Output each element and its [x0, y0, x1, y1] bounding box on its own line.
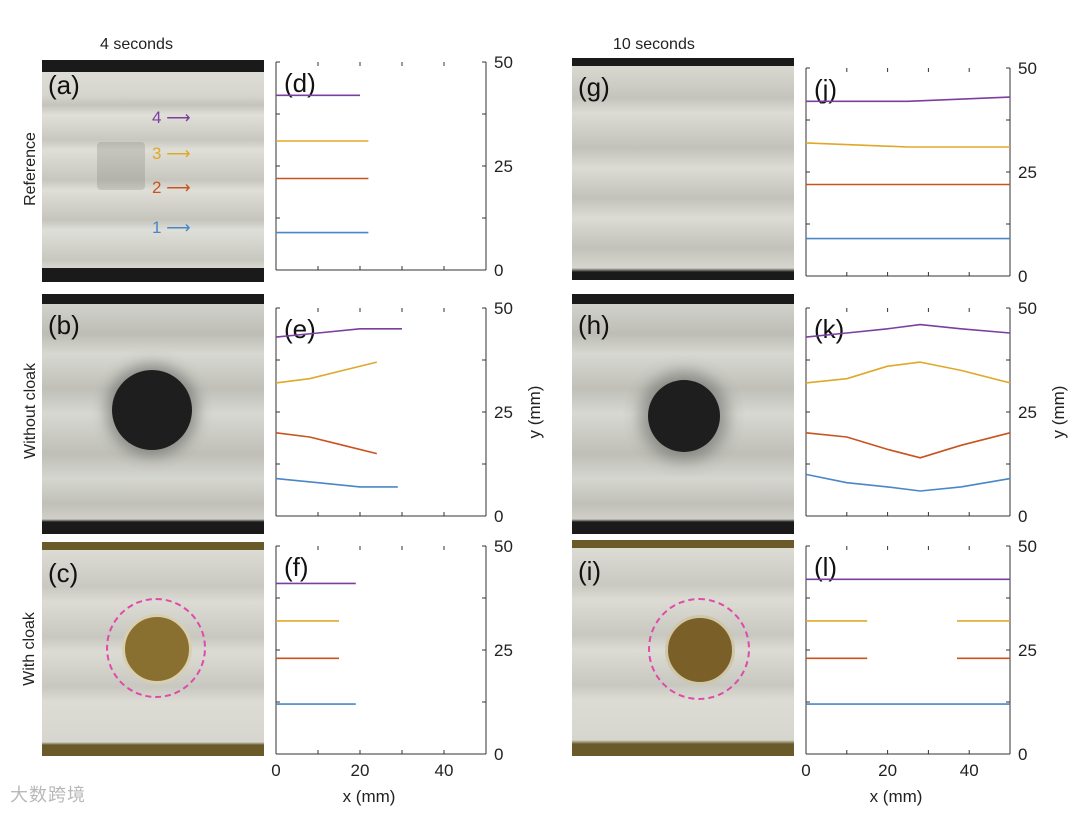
series-line-1-k [805, 473, 1011, 492]
obstacle-disk [648, 380, 720, 452]
x-axis-label-l: x (mm) [870, 787, 923, 806]
panel-label-e: (e) [284, 314, 316, 344]
x-tick-label-f: 40 [435, 761, 454, 780]
y-tick-label-d: 0 [494, 261, 503, 280]
panel-label-j: (j) [814, 74, 837, 104]
panel-label-d: (d) [284, 68, 316, 98]
y-tick-label-f: 0 [494, 745, 503, 764]
arrow-4-icon: ⟶ [166, 108, 191, 127]
panel-label-a: (a) [48, 70, 80, 100]
panel-label-g: (g) [578, 72, 610, 102]
series-line-2-k [805, 432, 1011, 459]
series-line-3-e [275, 361, 377, 384]
x-tick-label-l: 40 [960, 761, 979, 780]
y-tick-label-l: 25 [1018, 641, 1037, 660]
panel-label-f: (f) [284, 552, 309, 582]
series-line-4-j [806, 96, 1011, 103]
photo-panel-g: (g) [572, 58, 794, 280]
arrow-1-icon: ⟶ [166, 218, 191, 237]
y-axis-label-e: y (mm) [525, 386, 544, 439]
cloaked-object [122, 614, 192, 684]
series-line-1-e [275, 477, 398, 488]
cloak-ring [648, 598, 750, 700]
reference-shadow [97, 142, 145, 190]
x-tick-label-f: 0 [271, 761, 280, 780]
y-tick-label-f: 50 [494, 537, 513, 556]
arrow-label-4: 4 ⟶ [152, 108, 191, 127]
photo-panel-i: (i) [572, 540, 794, 756]
y-tick-label-l: 0 [1018, 745, 1027, 764]
y-axis-label-k: y (mm) [1049, 386, 1068, 439]
y-tick-label-k: 50 [1018, 299, 1037, 318]
y-tick-label-f: 25 [494, 641, 513, 660]
column-title-right: 10 seconds [613, 36, 695, 53]
cloak-ring [106, 598, 206, 698]
obstacle-disk [112, 370, 192, 450]
series-line-3-k [805, 361, 1011, 384]
photo-panel-a: (a) 4 ⟶ 3 ⟶ 2 ⟶ 1 ⟶ [42, 60, 264, 282]
x-tick-label-f: 20 [351, 761, 370, 780]
series-line-4-k [805, 323, 1011, 338]
arrow-3-icon: ⟶ [166, 144, 191, 163]
photo-panel-c: (c) [42, 542, 264, 756]
y-tick-label-e: 0 [494, 507, 503, 526]
y-tick-label-j: 25 [1018, 163, 1037, 182]
photo-panel-b: (b) [42, 294, 264, 534]
y-tick-label-j: 0 [1018, 267, 1027, 286]
series-line-2-e [275, 432, 377, 455]
arrow-2-icon: ⟶ [166, 178, 191, 197]
arrow-label-1: 1 ⟶ [152, 218, 191, 237]
panel-label-b: (b) [48, 310, 80, 340]
panel-label-c: (c) [48, 558, 79, 588]
y-tick-label-e: 50 [494, 299, 513, 318]
panel-label-l: (l) [814, 552, 837, 582]
panel-label-k: (k) [814, 314, 844, 344]
y-tick-label-d: 25 [494, 157, 513, 176]
arrow-label-2: 2 ⟶ [152, 178, 191, 197]
series-line-4-e [275, 328, 402, 338]
y-tick-label-j: 50 [1018, 59, 1037, 78]
column-title-left: 4 seconds [100, 36, 173, 53]
watermark: 大数跨境 [10, 785, 86, 805]
panel-label-h: (h) [578, 310, 610, 340]
y-tick-label-e: 25 [494, 403, 513, 422]
y-tick-label-d: 50 [494, 53, 513, 72]
y-tick-label-k: 0 [1018, 507, 1027, 526]
series-line-3-j [805, 142, 1010, 148]
y-tick-label-k: 25 [1018, 403, 1037, 422]
cloaked-object [665, 615, 735, 685]
y-tick-label-l: 50 [1018, 537, 1037, 556]
x-tick-label-l: 20 [878, 761, 897, 780]
x-tick-label-l: 0 [801, 761, 810, 780]
x-axis-label-f: x (mm) [343, 787, 396, 806]
photo-panel-h: (h) [572, 294, 794, 534]
arrow-label-3: 3 ⟶ [152, 144, 191, 163]
panel-label-i: (i) [578, 556, 602, 586]
